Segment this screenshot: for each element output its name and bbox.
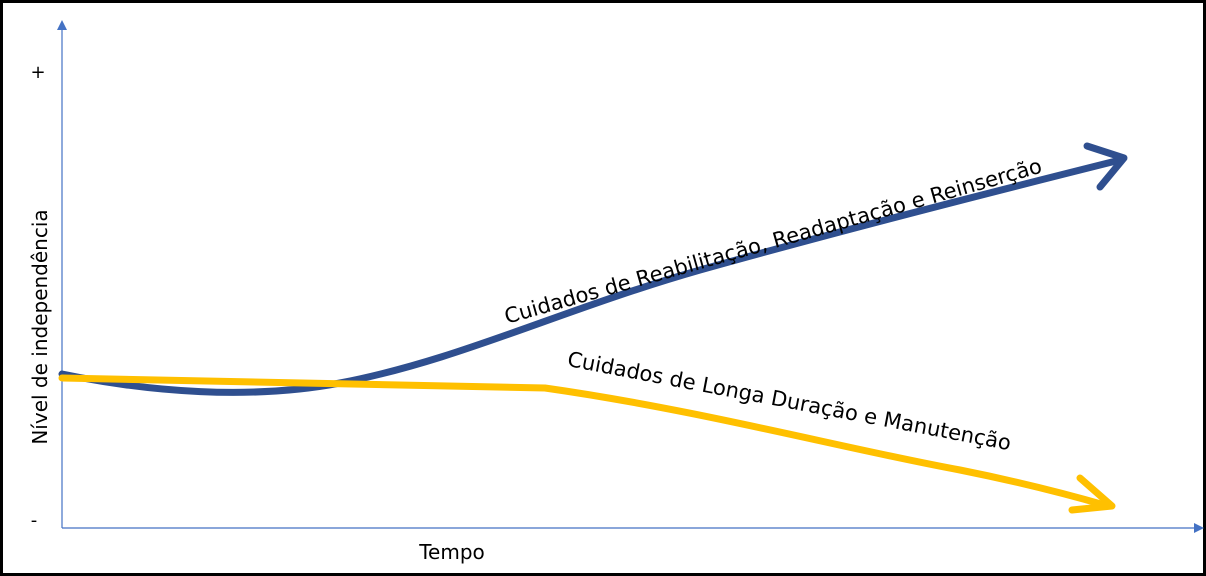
rehab-curve bbox=[58, 156, 1124, 396]
rehab-arrowhead bbox=[1083, 142, 1128, 191]
y-top-label: + bbox=[30, 62, 45, 83]
y-axis-arrow bbox=[57, 20, 67, 30]
y-axis-label: Nível de independência bbox=[28, 209, 52, 444]
longterm-curve bbox=[58, 374, 1112, 510]
y-bottom-label: - bbox=[31, 510, 38, 531]
longterm-arrowhead bbox=[1068, 474, 1116, 514]
x-axis-arrow bbox=[1194, 523, 1204, 533]
x-axis-label: Tempo bbox=[418, 540, 485, 564]
